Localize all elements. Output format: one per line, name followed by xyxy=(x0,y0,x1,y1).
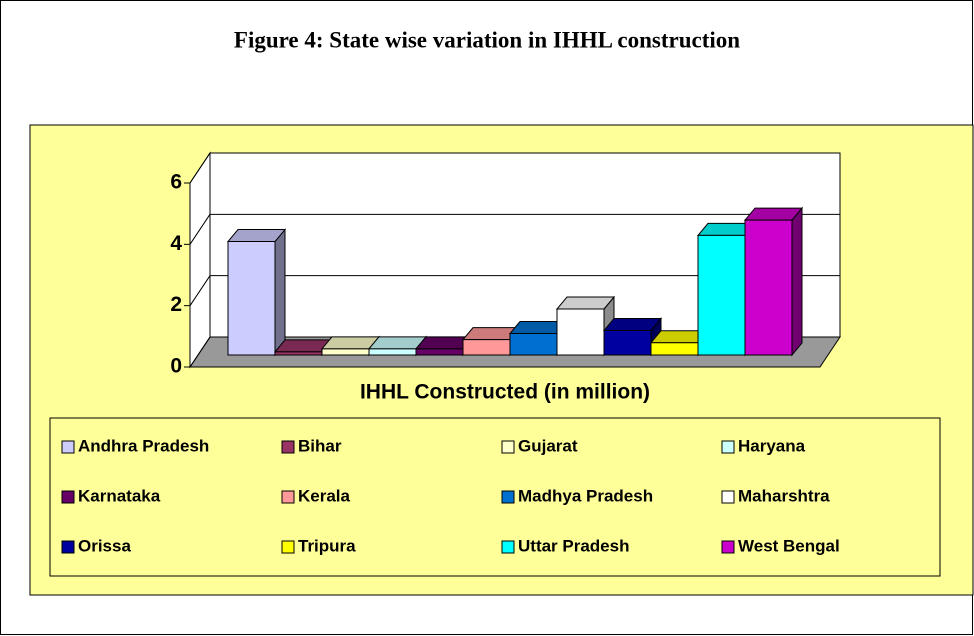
legend-label: Andhra Pradesh xyxy=(78,436,209,455)
side-wall xyxy=(189,151,211,369)
bar-front xyxy=(274,351,323,356)
bar-side xyxy=(274,228,286,357)
bar-front xyxy=(744,219,793,356)
bar-top xyxy=(743,207,804,221)
legend-label: Tripura xyxy=(298,536,356,555)
bar-front xyxy=(321,348,370,356)
legend-swatch xyxy=(61,440,75,454)
legend-swatch xyxy=(721,540,735,554)
bar-front xyxy=(556,308,605,356)
bar-side xyxy=(791,206,803,357)
bar-top xyxy=(226,229,287,243)
bar xyxy=(226,228,287,357)
bar-top xyxy=(602,317,663,331)
legend-label: Karnataka xyxy=(78,486,161,505)
y-tick-label: 4 xyxy=(170,232,182,255)
legend-label: Maharshtra xyxy=(738,486,830,505)
legend-swatch xyxy=(281,440,295,454)
grid-line xyxy=(189,336,211,368)
bar-front xyxy=(415,348,464,356)
legend-swatch xyxy=(61,490,75,504)
bar-front xyxy=(697,234,746,356)
legend-swatch xyxy=(281,540,295,554)
legend-swatch xyxy=(61,540,75,554)
legend-label: Gujarat xyxy=(518,436,578,455)
legend-label: Kerala xyxy=(298,486,351,505)
legend xyxy=(49,417,941,577)
bar-front xyxy=(227,241,276,356)
grid-line xyxy=(189,214,211,245)
legend-label: Haryana xyxy=(738,436,806,455)
legend-label: West Bengal xyxy=(738,536,840,555)
legend-label: Bihar xyxy=(298,436,342,455)
bar-front xyxy=(650,342,699,356)
bar-front xyxy=(509,333,558,356)
y-tick-label: 2 xyxy=(170,293,182,316)
y-tick-label: 6 xyxy=(170,171,182,194)
legend-swatch xyxy=(501,540,515,554)
x-axis-title: IHHL Constructed (in million) xyxy=(360,381,650,404)
legend-label: Uttar Pradesh xyxy=(518,536,629,555)
legend-label: Orissa xyxy=(78,536,131,555)
bar-top xyxy=(555,296,616,310)
chart-title: Figure 4: State wise variation in IHHL c… xyxy=(234,27,740,52)
grid-line xyxy=(189,152,211,184)
bar-front xyxy=(603,329,652,356)
legend-label: Madhya Pradesh xyxy=(518,486,653,505)
legend-swatch xyxy=(501,440,515,454)
legend-swatch xyxy=(721,490,735,504)
bar xyxy=(743,206,804,357)
y-tick-label: 0 xyxy=(170,355,182,378)
legend-swatch xyxy=(281,490,295,504)
grid-line xyxy=(189,275,211,306)
bar-front xyxy=(462,339,511,356)
legend-swatch xyxy=(721,440,735,454)
legend-swatch xyxy=(501,490,515,504)
bar-front xyxy=(368,348,417,356)
